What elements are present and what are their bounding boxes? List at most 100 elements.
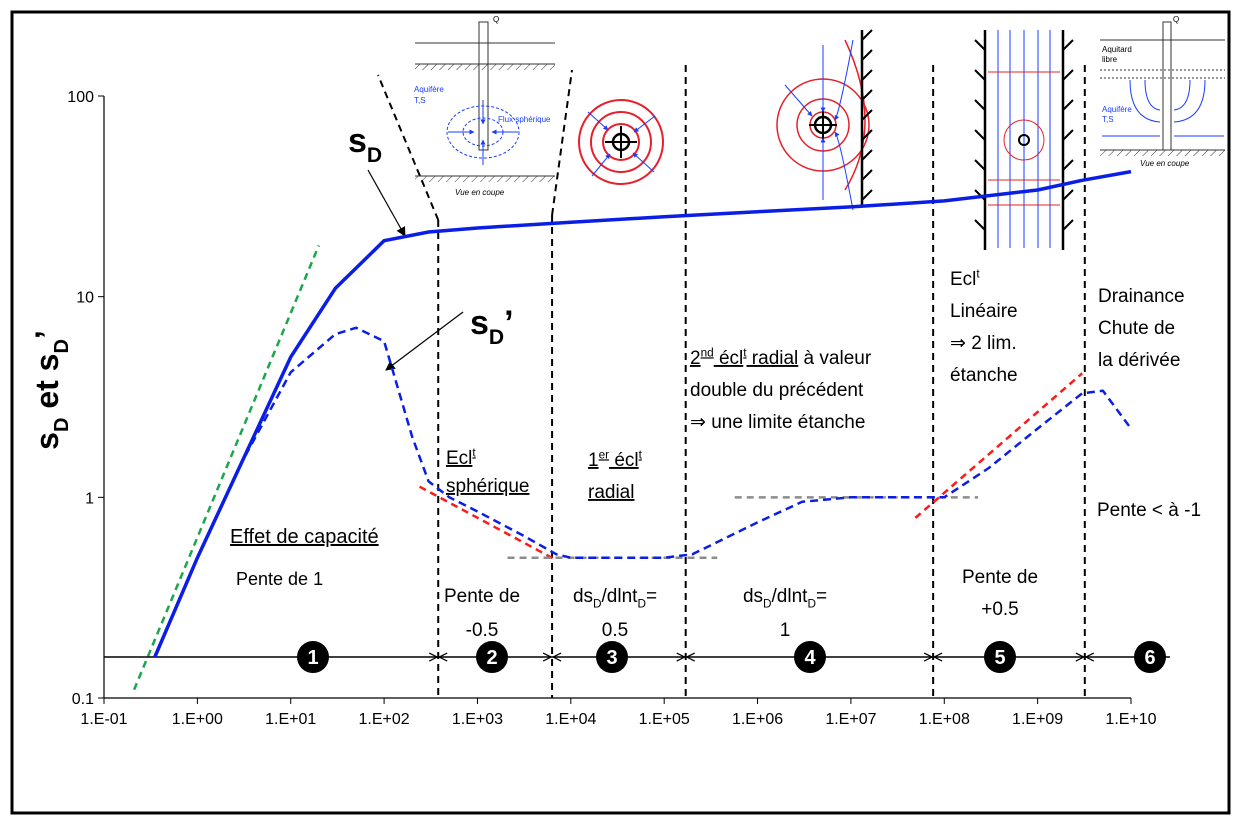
x-tick-label: 1.E+00 [172,711,223,728]
text-span: 1 [780,620,791,641]
text-span: er [599,448,610,461]
text-span: ds [573,586,593,607]
phase-badge [794,641,826,674]
reference-line [418,485,556,561]
text-span: D [367,144,382,167]
text-span: Chute de [1098,318,1175,339]
annotation: 1 [780,620,791,641]
inset-label: Q [1173,15,1179,24]
inset-radial [578,99,664,185]
text-span: à valeur [798,348,872,369]
x-tick-label: 1.E+04 [545,711,596,728]
text-span: = [816,586,827,607]
text-span: Ecl [950,269,976,290]
annotation: Eclt [446,446,476,469]
phase-arrowhead [676,652,695,662]
reference-line [914,372,1083,519]
annotation: 0.5 [602,620,628,641]
inset-leakage: Q Aquitard libre Aquifère T,S Vue en cou… [1100,15,1225,168]
inset-guide [551,69,573,216]
inset-label: T,S [414,96,426,105]
phase-badge [596,641,628,674]
text-span: D [51,418,73,432]
annotation: Chute de [1098,318,1175,339]
text-span: double du précédent [690,380,864,401]
annotation: 2nd éclt radial à valeur [690,346,872,369]
text-span: sphérique [446,476,529,497]
phase-arrowhead [428,652,448,662]
phase-number: 6 [1144,647,1155,669]
text-span: D [637,598,646,611]
text-span: D [51,339,73,353]
inset-boundary [776,29,873,211]
text-span: D [489,326,504,349]
phase-number: 5 [994,647,1005,669]
phase-number: 1 [307,647,318,669]
text-span: étanche [950,365,1018,386]
x-tick-label: 1.E+07 [825,711,876,728]
text-span: ⇒ 2 lim. [950,333,1017,354]
y-tick-label: 0.1 [72,691,94,708]
inset-linear [974,30,1074,250]
pointer-arrow [367,169,406,237]
annotation: 1er éclt [588,448,643,471]
text-span: t [976,267,980,280]
inset-label: Flux sphérique [498,115,551,124]
text-span: t [472,446,476,459]
text-span: t [639,448,643,461]
text-span: nd [701,346,714,359]
text-span: D [763,598,772,611]
derivative-curve [153,326,1133,658]
x-tick-label: 1.E-01 [80,711,127,728]
annotation: sphérique [446,476,529,497]
text-span: Ecl [446,448,472,469]
text-span: s [29,432,65,450]
phase-arrowhead [1075,652,1095,662]
x-tick-label: 1.E+02 [359,711,410,728]
annotation: sD [348,122,382,167]
annotation: Effet de capacité [230,526,379,548]
inset-guide [377,74,440,221]
annotation: +0.5 [981,599,1019,620]
text-span: Pente de [962,567,1038,588]
phase-badge [297,641,329,674]
drawdown-curve [153,169,1132,658]
text-span: D [807,598,816,611]
text-span: Pente < à -1 [1097,500,1201,521]
x-tick-label: 1.E+01 [265,711,316,728]
text-span: -0.5 [466,620,499,641]
inset-label: Vue en coupe [1140,159,1190,168]
annotation: la dérivée [1098,350,1180,371]
text-span: s [348,122,367,160]
text-span: Effet de capacité [230,526,379,548]
inset-label: Aquifère [1102,105,1132,114]
text-span: s [470,304,489,342]
x-tick-label: 1.E+08 [919,711,970,728]
annotation: étanche [950,365,1018,386]
text-span: Linéaire [950,301,1018,322]
text-span: t [743,346,747,359]
text-span: radial [588,482,634,503]
text-span: écl [714,348,744,369]
text-span: et s [29,354,65,418]
inset-label: Vue en coupe [455,188,505,197]
annotation: Pente de 1 [236,569,323,589]
reference-line [132,244,320,691]
y-tick-label: 100 [67,89,94,106]
phase-badge [476,641,508,674]
text-span: ’ [29,330,65,339]
text-span: /dlnt [602,586,639,607]
x-tick-label: 1.E+10 [1105,711,1156,728]
annotation: sD’ [470,304,514,349]
text-span: écl [609,450,639,471]
phase-badge [984,641,1016,674]
phase-number: 2 [486,647,497,669]
y-tick-label: 10 [76,290,94,307]
inset-label: Aquifère [414,85,444,94]
annotation: dsD/dlntD= [743,586,827,611]
frame [10,10,1231,815]
annotation: Pente de [962,567,1038,588]
text-span: Pente de [444,586,520,607]
text-span: D [593,598,602,611]
annotation: Drainance [1098,286,1185,307]
